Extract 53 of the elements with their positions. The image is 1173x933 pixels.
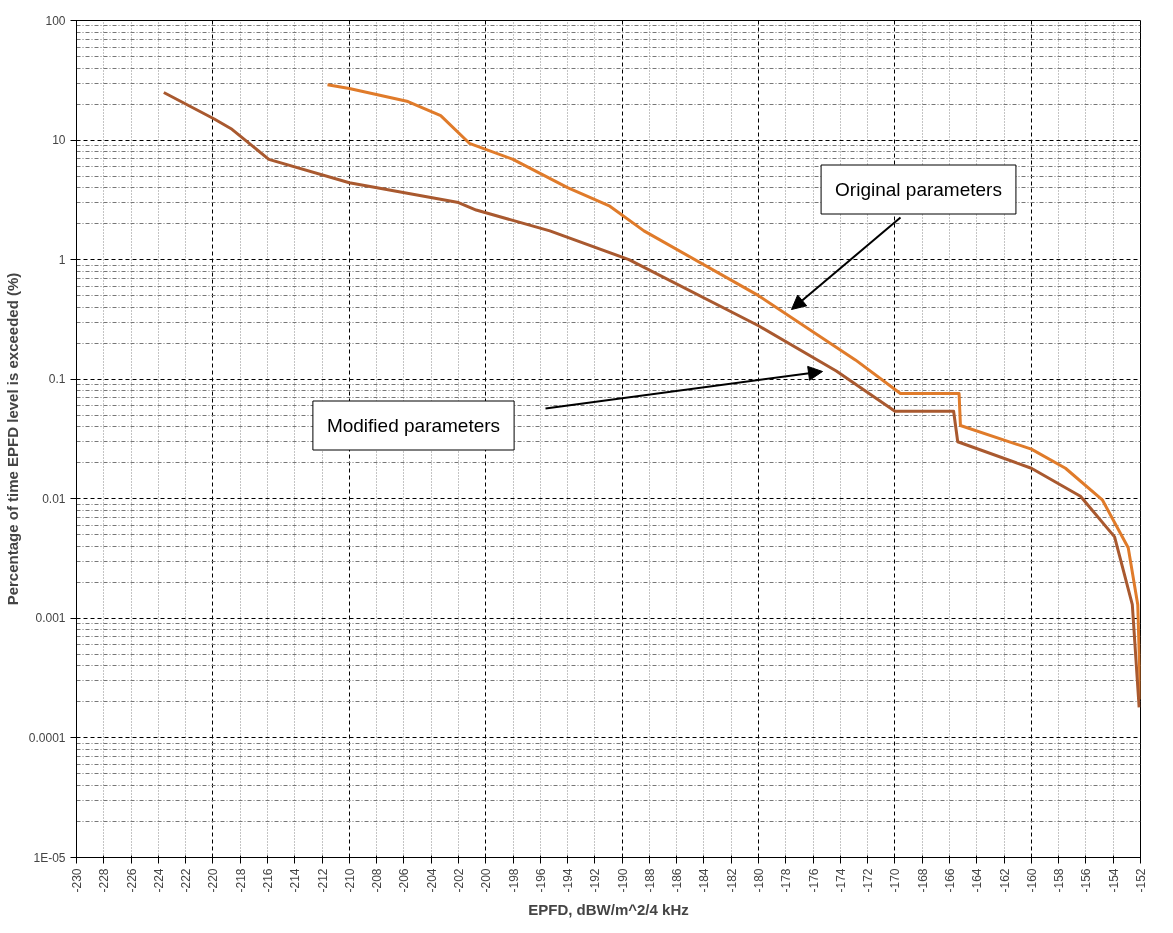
x-tick-label: -198 [506,868,521,893]
x-tick-label: -182 [724,868,739,893]
x-tick-label: -208 [370,868,385,893]
x-tick-label: -184 [697,868,712,893]
x-tick-label: -178 [779,868,794,893]
x-tick-label: -204 [424,868,439,893]
x-tick-label: -196 [533,868,548,893]
x-tick-label: -174 [833,868,848,893]
y-tick-label: 1 [58,252,66,267]
x-tick-label: -226 [124,868,139,893]
y-tick-label: 1E-05 [33,850,66,865]
y-tick-label: 0.001 [35,611,66,626]
y-tick-label: 0.0001 [28,730,66,745]
x-tick-label: -188 [642,868,657,893]
x-tick-label: -214 [288,868,303,893]
x-tick-label: -158 [1052,868,1067,893]
x-tick-label: -222 [179,868,194,893]
y-tick-label: 10 [52,133,66,148]
x-tick-label: -190 [615,868,630,893]
y-tick-label: 100 [45,13,66,28]
x-tick-label: -166 [943,868,958,893]
x-tick-label: -154 [1106,868,1121,893]
x-tick-label: -162 [997,868,1012,893]
y-axis-title: Percentage of time EPFD level is exceeded (%) [3,272,21,606]
x-tick-label: -210 [342,868,357,893]
x-tick-label: -194 [561,868,576,893]
line-series [162,90,1141,709]
x-tick-label: -224 [151,868,166,893]
x-tick-label: -200 [479,868,494,893]
x-axis-title: EPFD, dBW/m^2/4 kHz [528,900,689,918]
x-tick-label: -212 [315,868,330,893]
x-tick-label: -186 [670,868,685,893]
x-tick-label: -230 [70,868,84,893]
x-tick-label: -164 [970,868,985,893]
x-tick-label: -228 [97,868,112,893]
x-tick-label: -218 [233,868,248,893]
x-tick-label: -156 [1079,868,1094,893]
x-tick-label: -176 [806,868,821,893]
y-tick-label: 0.1 [48,372,66,387]
y-tick-label: 0.01 [42,491,66,506]
x-tick-label: -170 [888,868,903,893]
x-tick-label: -192 [588,868,603,893]
x-tick-label: -180 [752,868,767,893]
x-tick-label: -160 [1024,868,1039,893]
x-tick-label: -206 [397,868,412,893]
x-tick-label: -152 [1134,868,1148,893]
x-tick-label: -172 [861,868,876,893]
annotation: Original parameters [835,179,1002,200]
x-tick-label: -168 [915,868,930,893]
x-tick-label: -216 [260,868,275,893]
x-tick-label: -202 [451,868,466,893]
annotation: Modified parameters [326,415,501,436]
x-tick-label: -220 [206,868,221,893]
